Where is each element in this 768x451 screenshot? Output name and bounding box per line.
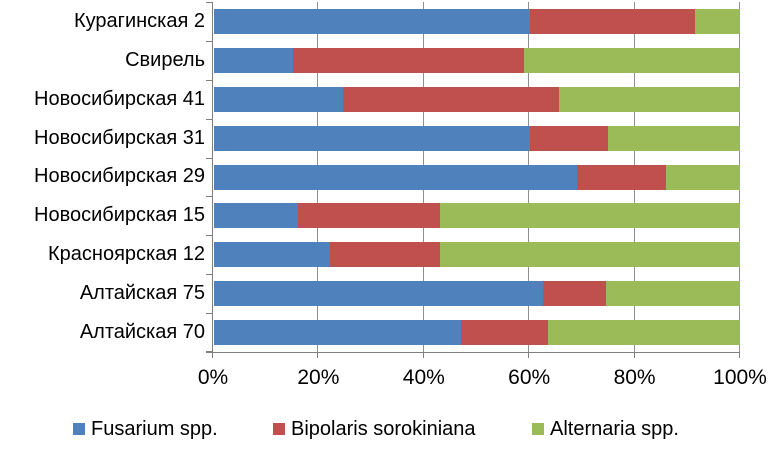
category-label-2: Свирель	[125, 48, 205, 71]
bar-segment-alternaria-spp	[558, 86, 740, 112]
category-label-9: Алтайская 70	[79, 320, 205, 343]
x-axis-line	[206, 352, 740, 353]
bar-segment-fusarium-spp	[214, 203, 299, 229]
y-axis-tick	[206, 196, 212, 197]
bar-row-6	[214, 203, 740, 229]
category-labels: Курагинская 2 Свирель Новосибирская 41 Ново…	[0, 2, 205, 352]
x-tick-label-60: 60%	[508, 366, 551, 389]
bar-segment-fusarium-spp	[214, 164, 577, 190]
y-axis-tick	[206, 119, 212, 120]
bar-segment-bipolaris-sorokiniana	[461, 320, 548, 346]
x-axis-tick-60	[528, 353, 530, 358]
category-label-8: Алтайская 75	[79, 282, 205, 305]
legend-swatch-bipolaris-sorokiniana	[273, 423, 285, 435]
bar-row-9	[214, 320, 740, 346]
bar-segment-alternaria-spp	[440, 203, 740, 229]
bar-segment-alternaria-spp	[524, 47, 740, 73]
x-axis-tick-0	[212, 353, 213, 358]
x-axis-tick-20	[317, 353, 319, 358]
legend-label-fusarium-spp: Fusarium spp.	[91, 417, 218, 440]
bar-segment-fusarium-spp	[214, 320, 462, 346]
x-axis-tick-100	[739, 353, 740, 358]
bar-segment-alternaria-spp	[605, 281, 740, 307]
y-axis-tick	[206, 235, 212, 236]
bar-segment-fusarium-spp	[214, 125, 530, 151]
y-axis-tick	[206, 41, 212, 42]
bar-segment-bipolaris-sorokiniana	[329, 242, 441, 268]
x-tick-label-0: 0%	[197, 366, 229, 389]
legend-swatch-alternaria-spp	[532, 423, 544, 435]
y-axis-tick	[206, 80, 212, 81]
bar-segment-fusarium-spp	[214, 86, 343, 112]
x-tick-label-40: 40%	[402, 366, 445, 389]
y-axis-tick	[206, 313, 212, 314]
category-label-3: Новосибирская 41	[34, 87, 205, 110]
bar-row-4	[214, 125, 740, 151]
category-label-5: Новосибирская 29	[34, 165, 205, 188]
bar-segment-bipolaris-sorokiniana	[529, 125, 609, 151]
legend-label-bipolaris-sorokiniana: Bipolaris sorokiniana	[291, 417, 476, 440]
bar-segment-bipolaris-sorokiniana	[529, 8, 696, 34]
category-label-7: Красноярская 12	[48, 243, 205, 266]
legend-label-alternaria-spp: Alternaria spp.	[550, 417, 679, 440]
legend-item-alternaria-spp: Alternaria spp.	[532, 417, 679, 441]
bar-row-2	[214, 47, 740, 73]
x-tick-label-20: 20%	[297, 366, 340, 389]
bar-row-1	[214, 8, 740, 34]
y-axis-tick	[206, 274, 212, 275]
x-tick-labels: 0% 20% 40% 60% 80% 100%	[0, 366, 768, 392]
y-axis-tick	[206, 2, 212, 3]
plot-area	[206, 2, 740, 358]
category-label-1: Курагинская 2	[73, 9, 205, 32]
y-axis-tick	[206, 158, 212, 159]
legend: Fusarium spp. Bipolaris sorokiniana Altern…	[0, 417, 768, 441]
bar-row-7	[214, 242, 740, 268]
bar-segment-alternaria-spp	[440, 242, 740, 268]
x-axis-tick-40	[422, 353, 424, 358]
x-tick-label-80: 80%	[613, 366, 656, 389]
bar-segment-alternaria-spp	[548, 320, 740, 346]
bar-segment-bipolaris-sorokiniana	[292, 47, 525, 73]
y-axis-tick	[206, 351, 212, 352]
bar-segment-fusarium-spp	[214, 47, 293, 73]
bar-row-8	[214, 281, 740, 307]
bar-segment-fusarium-spp	[214, 8, 530, 34]
bar-segment-bipolaris-sorokiniana	[542, 281, 606, 307]
category-label-4: Новосибирская 31	[34, 126, 205, 149]
bar-segment-fusarium-spp	[214, 242, 330, 268]
legend-item-fusarium-spp: Fusarium spp.	[73, 417, 218, 441]
x-axis-tick-80	[633, 353, 635, 358]
bar-row-3	[214, 86, 740, 112]
y-axis-line	[212, 2, 213, 352]
category-label-6: Новосибирская 15	[34, 204, 205, 227]
legend-swatch-fusarium-spp	[73, 423, 85, 435]
bar-segment-bipolaris-sorokiniana	[298, 203, 441, 229]
bar-segment-fusarium-spp	[214, 281, 543, 307]
bar-segment-alternaria-spp	[608, 125, 740, 151]
bar-segment-bipolaris-sorokiniana	[576, 164, 667, 190]
legend-item-bipolaris-sorokiniana: Bipolaris sorokiniana	[273, 417, 476, 441]
bar-segment-bipolaris-sorokiniana	[342, 86, 559, 112]
bar-row-5	[214, 164, 740, 190]
bar-segment-alternaria-spp	[666, 164, 740, 190]
x-tick-label-100: 100%	[713, 366, 767, 389]
bar-segment-alternaria-spp	[695, 8, 740, 34]
